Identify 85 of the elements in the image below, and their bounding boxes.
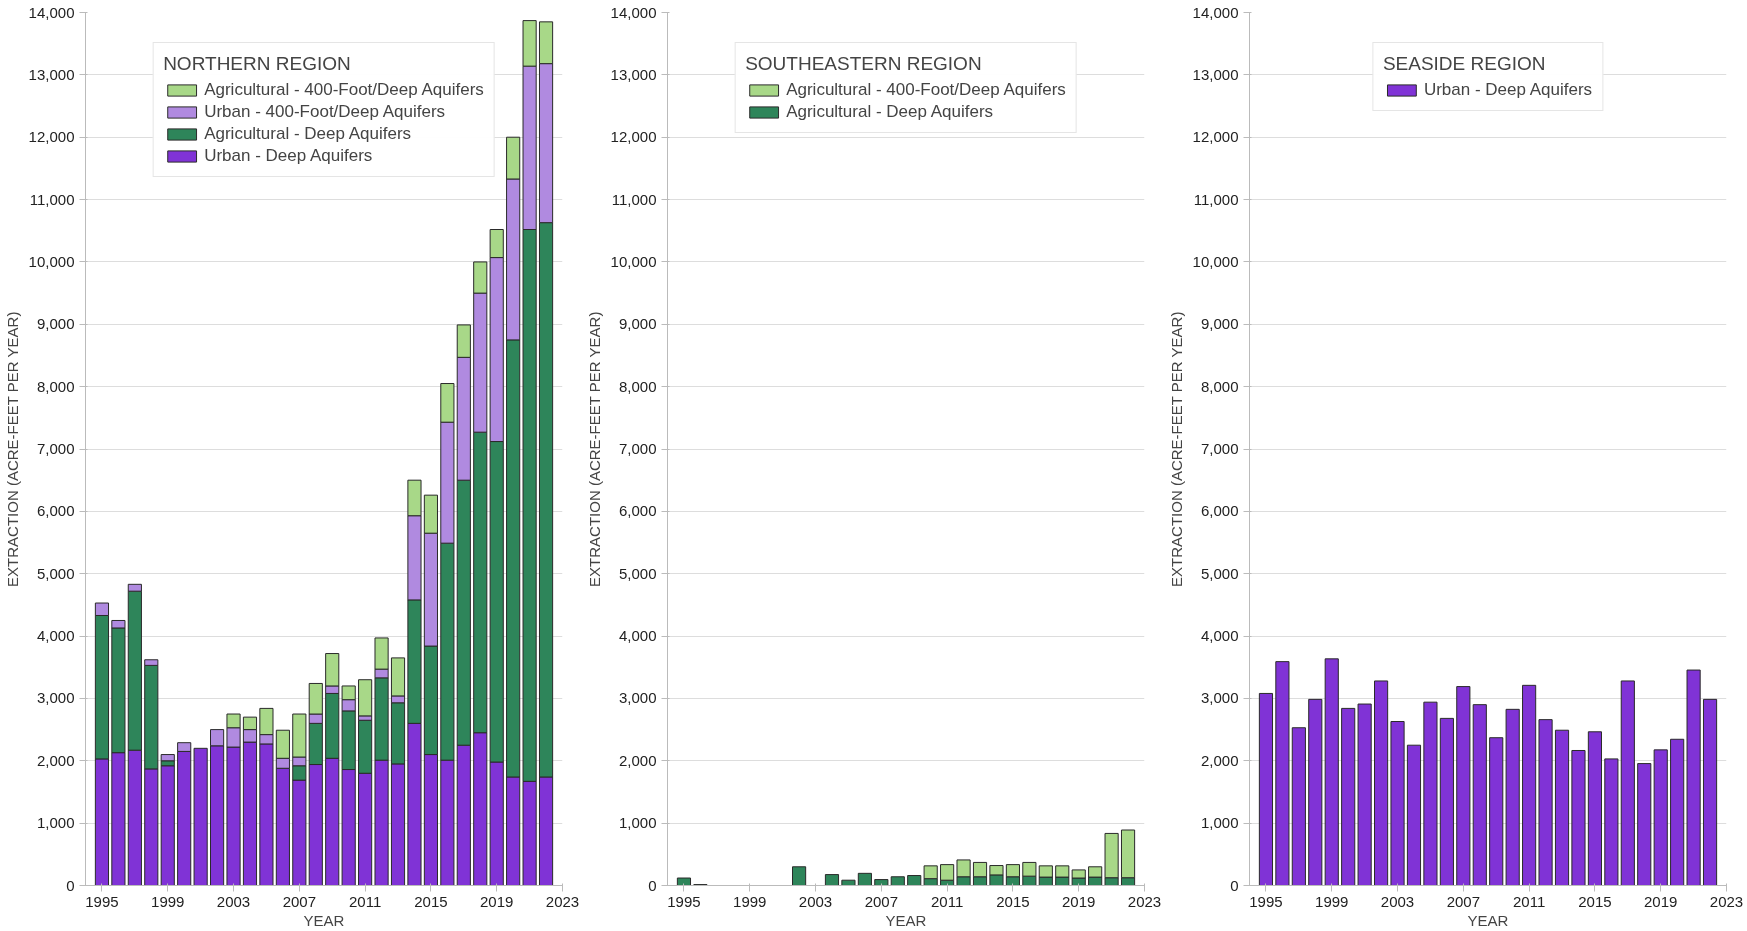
x-tick-label: 2019 xyxy=(1062,892,1096,910)
y-tick-label: 14,000 xyxy=(28,3,75,21)
x-tick-label: 2003 xyxy=(216,892,251,910)
y-axis-title: EXTRACTION (ACRE-FEET PER YEAR) xyxy=(3,311,21,587)
legend-label: Agricultural - Deep Aquifers xyxy=(204,124,412,144)
y-tick-label: 2,000 xyxy=(36,751,75,769)
y-tick-label: 4,000 xyxy=(36,627,75,645)
y-tick-label: 12,000 xyxy=(1192,128,1239,146)
y-tick-label: 10,000 xyxy=(28,252,75,270)
legend-label: Urban - 400-Foot/Deep Aquifers xyxy=(204,102,446,122)
y-tick-label: 10,000 xyxy=(1192,252,1239,270)
x-tick-label: 2023 xyxy=(1709,892,1744,910)
y-tick-label: 1,000 xyxy=(1200,814,1239,832)
y-tick-label: 8,000 xyxy=(36,377,75,395)
y-tick-label: 0 xyxy=(648,876,657,894)
y-tick-label: 5,000 xyxy=(36,564,75,582)
x-axis-title: YEAR xyxy=(1467,911,1509,929)
x-tick-label: 2007 xyxy=(1446,892,1481,910)
y-tick-label: 2,000 xyxy=(618,751,657,769)
legend-title: SEASIDE REGION xyxy=(1382,53,1547,75)
x-tick-label: 2007 xyxy=(282,892,317,910)
legend-label: Urban - Deep Aquifers xyxy=(1423,80,1593,100)
x-tick-label: 2019 xyxy=(1644,892,1678,910)
x-tick-label: 2023 xyxy=(545,892,580,910)
y-tick-label: 4,000 xyxy=(618,627,657,645)
y-tick-label: 5,000 xyxy=(1200,564,1239,582)
y-tick-label: 13,000 xyxy=(1192,65,1239,83)
y-tick-label: 3,000 xyxy=(36,689,75,707)
legend-label: Agricultural - 400-Foot/Deep Aquifers xyxy=(204,80,484,100)
y-tick-label: 8,000 xyxy=(1200,377,1239,395)
x-axis-title: YEAR xyxy=(303,911,345,929)
y-tick-label: 9,000 xyxy=(618,315,657,333)
y-tick-label: 12,000 xyxy=(610,128,657,146)
y-tick-label: 6,000 xyxy=(36,502,75,520)
y-tick-label: 7,000 xyxy=(618,440,657,457)
x-tick-label: 2003 xyxy=(798,892,833,910)
x-tick-label: 2019 xyxy=(480,892,514,910)
y-tick-label: 5,000 xyxy=(618,564,657,582)
y-tick-label: 10,000 xyxy=(610,252,657,270)
legend-title: SOUTHEASTERN REGION xyxy=(745,53,983,75)
y-tick-label: 4,000 xyxy=(1200,627,1239,645)
y-tick-label: 12,000 xyxy=(28,128,75,146)
y-tick-label: 9,000 xyxy=(36,315,75,333)
x-tick-label: 2023 xyxy=(1127,892,1162,910)
y-tick-label: 11,000 xyxy=(1193,190,1239,208)
legend-title: NORTHERN REGION xyxy=(163,53,352,75)
x-axis-title: YEAR xyxy=(885,911,927,929)
y-tick-label: 1,000 xyxy=(36,814,75,832)
y-tick-label: 3,000 xyxy=(1200,689,1239,707)
y-tick-label: 0 xyxy=(66,876,75,894)
y-tick-label: 13,000 xyxy=(610,65,657,83)
y-tick-label: 3,000 xyxy=(618,689,657,707)
x-tick-label: 2015 xyxy=(1578,892,1612,910)
x-tick-label: 2011 xyxy=(930,892,964,910)
x-tick-label: 1999 xyxy=(1315,892,1349,910)
x-tick-label: 1995 xyxy=(667,892,701,910)
y-tick-label: 11,000 xyxy=(29,190,75,208)
x-tick-label: 1995 xyxy=(85,892,119,910)
y-tick-label: 14,000 xyxy=(1192,3,1239,21)
y-tick-label: 13,000 xyxy=(28,65,75,83)
y-tick-label: 8,000 xyxy=(618,377,657,395)
legend-label: Urban - Deep Aquifers xyxy=(204,146,373,166)
y-tick-label: 7,000 xyxy=(36,440,75,457)
x-tick-label: 2011 xyxy=(348,892,382,910)
y-tick-label: 9,000 xyxy=(1200,315,1239,333)
y-tick-label: 11,000 xyxy=(611,190,657,208)
y-tick-label: 0 xyxy=(1230,876,1239,894)
y-tick-label: 6,000 xyxy=(618,502,657,520)
y-tick-label: 2,000 xyxy=(1200,751,1239,769)
y-tick-label: 7,000 xyxy=(1200,440,1239,457)
x-tick-label: 1999 xyxy=(151,892,185,910)
y-axis-title: EXTRACTION (ACRE-FEET PER YEAR) xyxy=(1167,311,1185,587)
legend-label: Agricultural - Deep Aquifers xyxy=(786,102,994,122)
x-tick-label: 2011 xyxy=(1512,892,1546,910)
legend-label: Agricultural - 400-Foot/Deep Aquifers xyxy=(786,80,1066,100)
x-tick-label: 2007 xyxy=(864,892,899,910)
y-axis-title: EXTRACTION (ACRE-FEET PER YEAR) xyxy=(585,311,603,587)
y-tick-label: 1,000 xyxy=(618,814,657,832)
y-tick-label: 6,000 xyxy=(1200,502,1239,520)
x-tick-label: 2003 xyxy=(1380,892,1415,910)
x-tick-label: 2015 xyxy=(996,892,1030,910)
x-tick-label: 1999 xyxy=(733,892,767,910)
y-tick-label: 14,000 xyxy=(610,3,657,21)
x-tick-label: 2015 xyxy=(414,892,448,910)
x-tick-label: 1995 xyxy=(1249,892,1283,910)
